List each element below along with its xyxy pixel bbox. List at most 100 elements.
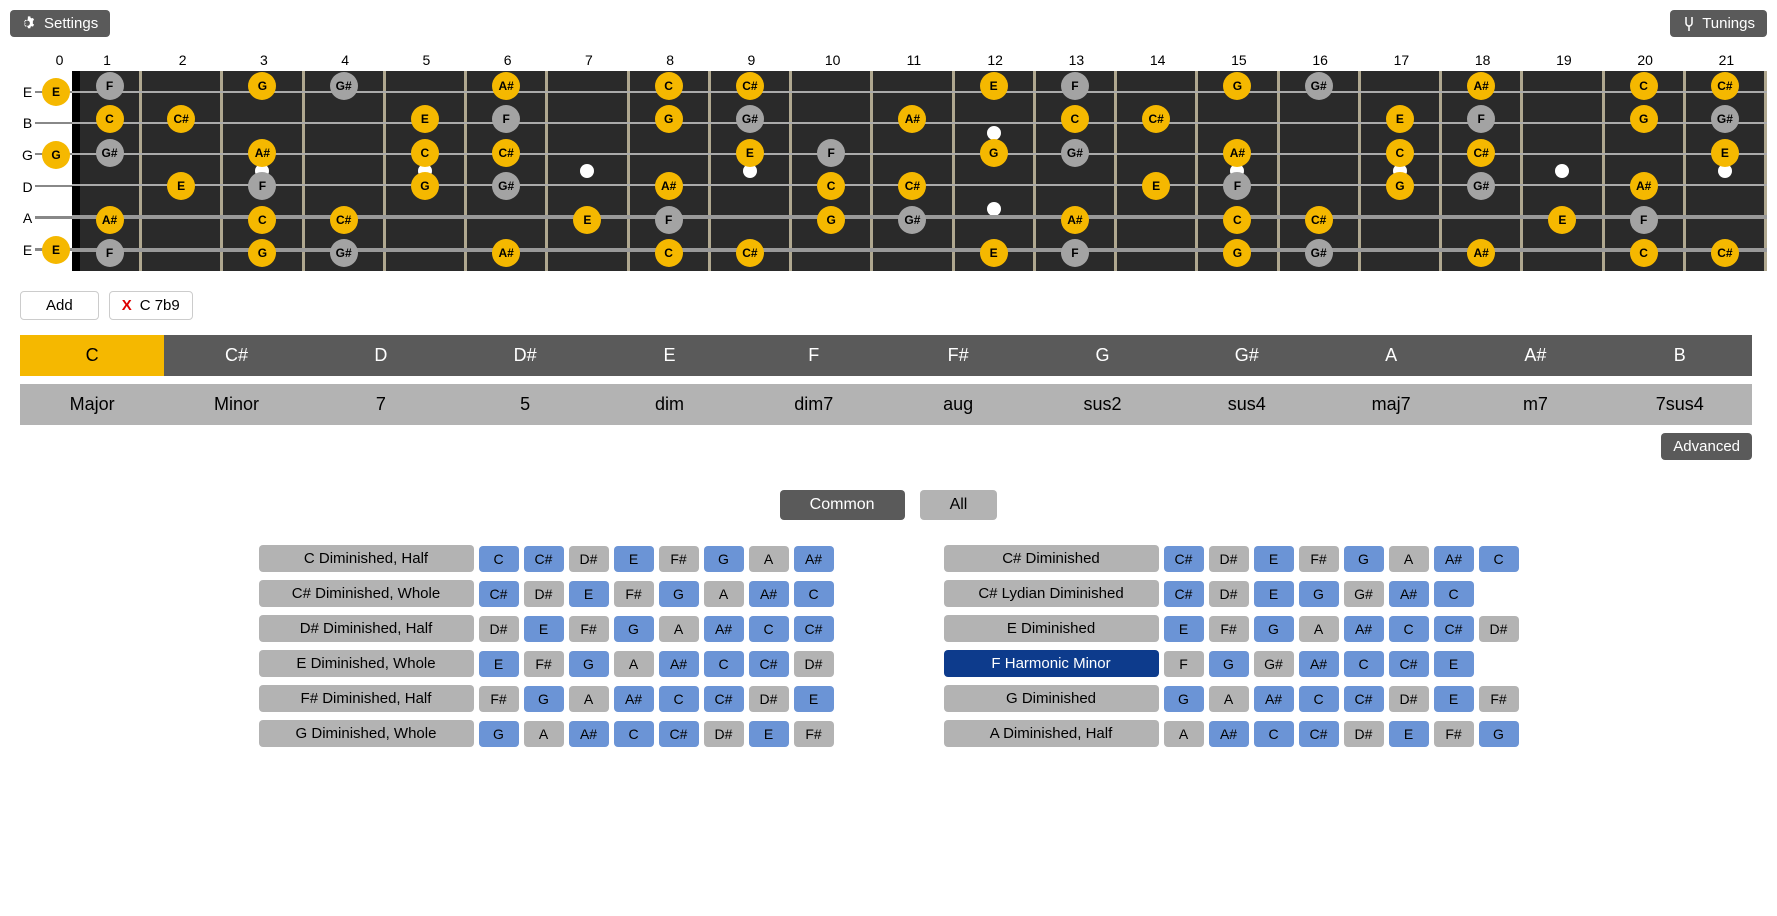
scale-note[interactable]: C <box>704 651 744 677</box>
remove-chord-icon[interactable]: X <box>122 297 132 314</box>
scale-note[interactable]: C <box>479 546 519 572</box>
scale-note[interactable]: G <box>1299 581 1339 607</box>
fretboard-note[interactable]: C <box>817 172 845 200</box>
fretboard-note[interactable]: E <box>167 172 195 200</box>
scale-note[interactable]: F# <box>1434 721 1474 747</box>
scale-note[interactable]: A# <box>569 721 609 747</box>
scale-note[interactable]: D# <box>794 651 834 677</box>
add-button[interactable]: Add <box>20 291 99 320</box>
fretboard-note[interactable]: F <box>96 239 124 267</box>
chord-type-dim[interactable]: dim <box>597 384 741 425</box>
scale-note[interactable]: E <box>479 651 519 677</box>
scale-note[interactable]: D# <box>524 581 564 607</box>
fretboard-note[interactable]: F <box>1061 72 1089 100</box>
fretboard-note[interactable]: F <box>655 206 683 234</box>
fretboard-note[interactable]: C <box>1223 206 1251 234</box>
fretboard-note[interactable]: G# <box>1467 172 1495 200</box>
scale-note[interactable]: E <box>1434 651 1474 677</box>
fretboard-note[interactable]: C# <box>1711 239 1739 267</box>
scale-note[interactable]: F# <box>614 581 654 607</box>
fretboard-note[interactable]: A# <box>492 239 520 267</box>
scale-note[interactable]: A# <box>659 651 699 677</box>
fretboard-note[interactable]: F <box>96 72 124 100</box>
scale-note[interactable]: C <box>1344 651 1384 677</box>
fretboard-note[interactable]: C# <box>330 206 358 234</box>
fretboard-note[interactable]: G <box>980 139 1008 167</box>
scale-note[interactable]: A <box>704 581 744 607</box>
fretboard-note[interactable]: F <box>248 172 276 200</box>
chord-type-maj7[interactable]: maj7 <box>1319 384 1463 425</box>
fretboard-note[interactable]: A# <box>1630 172 1658 200</box>
scale-note[interactable]: C# <box>1164 546 1204 572</box>
scale-note[interactable]: D# <box>569 546 609 572</box>
scale-note[interactable]: A <box>749 546 789 572</box>
fretboard-note[interactable]: C# <box>1467 139 1495 167</box>
scale-note[interactable]: C# <box>1389 651 1429 677</box>
scale-note[interactable]: D# <box>479 616 519 642</box>
scale-note[interactable]: F <box>1164 651 1204 677</box>
fretboard-note[interactable]: G# <box>96 139 124 167</box>
scale-name[interactable]: D# Diminished, Half <box>259 615 474 642</box>
fretboard-note[interactable]: G# <box>492 172 520 200</box>
scale-note[interactable]: F# <box>794 721 834 747</box>
fretboard-note[interactable]: E <box>411 105 439 133</box>
fretboard-note[interactable]: F <box>1467 105 1495 133</box>
scale-note[interactable]: G <box>659 581 699 607</box>
key-C[interactable]: C <box>20 335 164 376</box>
scale-note[interactable]: D# <box>1344 721 1384 747</box>
scale-name[interactable]: C# Diminished, Whole <box>259 580 474 607</box>
settings-button[interactable]: Settings <box>10 10 110 37</box>
scale-note[interactable]: A# <box>1299 651 1339 677</box>
fretboard-note[interactable]: G <box>817 206 845 234</box>
fretboard-note[interactable]: G# <box>330 72 358 100</box>
scale-note[interactable]: F# <box>1209 616 1249 642</box>
chord-type-major[interactable]: Major <box>20 384 164 425</box>
scale-note[interactable]: C# <box>479 581 519 607</box>
scale-note[interactable]: G <box>704 546 744 572</box>
fretboard-note[interactable]: E <box>736 139 764 167</box>
scale-name[interactable]: C Diminished, Half <box>259 545 474 572</box>
scale-note[interactable]: A <box>1209 686 1249 712</box>
scale-note[interactable]: C <box>1389 616 1429 642</box>
fretboard-note[interactable]: E <box>1142 172 1170 200</box>
scale-note[interactable]: C# <box>1299 721 1339 747</box>
fretboard-note[interactable]: C# <box>492 139 520 167</box>
chord-type-sus4[interactable]: sus4 <box>1175 384 1319 425</box>
fretboard-note[interactable]: C <box>1630 72 1658 100</box>
chord-type-sus2[interactable]: sus2 <box>1030 384 1174 425</box>
scale-note[interactable]: G <box>479 721 519 747</box>
scale-note[interactable]: G <box>1254 616 1294 642</box>
fretboard-note[interactable]: F <box>1061 239 1089 267</box>
scale-note[interactable]: E <box>1434 686 1474 712</box>
chord-type-m7[interactable]: m7 <box>1463 384 1607 425</box>
key-Asharp[interactable]: A# <box>1463 335 1607 376</box>
fretboard-note[interactable]: C# <box>167 105 195 133</box>
chord-type-minor[interactable]: Minor <box>164 384 308 425</box>
scale-note[interactable]: A# <box>794 546 834 572</box>
key-A[interactable]: A <box>1319 335 1463 376</box>
key-Gsharp[interactable]: G# <box>1175 335 1319 376</box>
fretboard-note[interactable]: A# <box>1223 139 1251 167</box>
scale-note[interactable]: A# <box>614 686 654 712</box>
fretboard-note[interactable]: G <box>1223 239 1251 267</box>
scale-note[interactable]: C# <box>1164 581 1204 607</box>
scale-note[interactable]: G <box>614 616 654 642</box>
filter-all[interactable]: All <box>920 490 998 520</box>
fretboard-note[interactable]: A# <box>1467 239 1495 267</box>
fretboard-note[interactable]: C# <box>736 72 764 100</box>
fretboard-note[interactable]: A# <box>655 172 683 200</box>
scale-note[interactable]: C# <box>794 616 834 642</box>
fretboard-note[interactable]: G <box>1223 72 1251 100</box>
open-note[interactable]: G <box>42 141 70 169</box>
open-note[interactable]: E <box>42 236 70 264</box>
fretboard-note[interactable]: G# <box>736 105 764 133</box>
advanced-button[interactable]: Advanced <box>1661 433 1752 460</box>
scale-note[interactable]: C# <box>524 546 564 572</box>
scale-note[interactable]: G# <box>1344 581 1384 607</box>
scale-note[interactable]: C <box>1434 581 1474 607</box>
fretboard-note[interactable]: A# <box>1061 206 1089 234</box>
scale-note[interactable]: D# <box>1209 581 1249 607</box>
fretboard-note[interactable]: F <box>1630 206 1658 234</box>
chord-type-5[interactable]: 5 <box>453 384 597 425</box>
scale-note[interactable]: A# <box>704 616 744 642</box>
